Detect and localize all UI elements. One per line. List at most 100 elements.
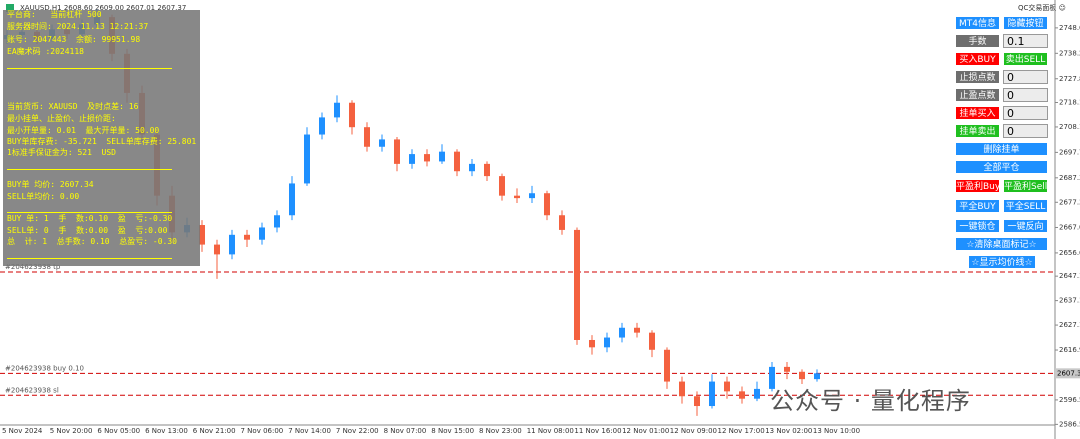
panel-rule — [7, 68, 172, 69]
current-price-box — [1055, 368, 1080, 379]
candle-body — [769, 366, 775, 389]
x-tick-label: 13 Nov 02:00 — [765, 427, 812, 435]
info-line: BUY单 均价: 2607.34 — [7, 180, 94, 189]
info-panel: 平台商: 当前杠杆 500 服务器时间: 2024.11.13 12:21:37 账… — [3, 10, 200, 266]
x-tick-label: 7 Nov 14:00 — [288, 427, 331, 435]
y-tick-label: 2647.10 — [1059, 272, 1080, 280]
candle-body — [319, 117, 325, 135]
candle-body — [814, 373, 820, 380]
input-field[interactable]: 0.1 — [1003, 34, 1048, 48]
candle-body — [604, 337, 610, 348]
candle-body — [199, 225, 205, 245]
candle-body — [649, 332, 655, 350]
candle-body — [724, 381, 730, 392]
button[interactable]: 平盈利Sell — [1003, 179, 1048, 193]
y-tick-label: 2627.10 — [1059, 321, 1080, 329]
candle-body — [484, 163, 490, 177]
candle-body — [784, 366, 790, 372]
button[interactable]: 平全SELL — [1003, 199, 1048, 213]
y-tick-label: 2687.30 — [1059, 174, 1080, 182]
button[interactable]: 手数 — [955, 34, 1000, 48]
x-tick-label: 5 Nov 2024 — [2, 427, 43, 435]
x-tick-label: 6 Nov 21:00 — [193, 427, 236, 435]
y-tick-label: 2727.80 — [1059, 75, 1080, 83]
candle-body — [799, 371, 805, 380]
candle-body — [424, 154, 430, 162]
candle-body — [694, 396, 700, 407]
input-field[interactable]: 0 — [1003, 88, 1048, 102]
order-line-label: #204623938 sl — [5, 386, 59, 394]
candle-body — [229, 234, 235, 255]
input-field[interactable]: 0 — [1003, 106, 1048, 120]
info-line: SELL单均价: 0.00 — [7, 192, 80, 201]
candle-body — [529, 193, 535, 199]
button[interactable]: 删除挂单 — [955, 142, 1048, 156]
candle-body — [454, 151, 460, 172]
button[interactable]: 卖出SELL — [1003, 52, 1048, 66]
input-field[interactable]: 0 — [1003, 70, 1048, 84]
panel-rule — [7, 258, 172, 259]
button[interactable]: ☆显示均价线☆ — [968, 255, 1036, 269]
panel-rule — [7, 169, 172, 170]
candle-body — [709, 381, 715, 407]
y-tick-label: 2637.10 — [1059, 297, 1080, 305]
x-tick-label: 6 Nov 05:00 — [97, 427, 140, 435]
candle-body — [739, 391, 745, 399]
info-line: 最小挂单、止盈价、止损价距: — [7, 114, 116, 123]
button[interactable]: 一键反向 — [1003, 219, 1048, 233]
y-tick-label: 2616.90 — [1059, 346, 1080, 354]
candle-body — [619, 327, 625, 338]
panel-name: QC交易面板 ☺ — [1018, 3, 1066, 12]
candle-body — [664, 349, 670, 382]
button[interactable]: 隐藏按钮 — [1003, 16, 1048, 30]
candle-body — [754, 388, 760, 399]
button[interactable]: 买入BUY — [955, 52, 1000, 66]
candle-body — [544, 193, 550, 216]
button[interactable]: 止损点数 — [955, 70, 1000, 84]
button[interactable]: 挂单买入 — [955, 106, 1000, 120]
info-line: 当前货币: XAUUSD 及时点差: 16 — [7, 102, 139, 111]
x-tick-label: 6 Nov 13:00 — [145, 427, 188, 435]
x-tick-label: 8 Nov 15:00 — [431, 427, 474, 435]
candle-body — [364, 127, 370, 147]
candle-body — [589, 339, 595, 348]
current-price-label: 2607.37 — [1057, 369, 1080, 377]
y-tick-label: 2748.60 — [1059, 24, 1080, 32]
watermark: 公众号 · 量化程序 — [770, 387, 971, 415]
candle-body — [574, 229, 580, 340]
order-line-label: #204623938 tp — [5, 263, 61, 271]
button[interactable]: ☆清除桌面标记☆ — [955, 237, 1048, 251]
candle-body — [259, 227, 265, 240]
order-line-label: #204623938 buy 0.10 — [5, 364, 84, 372]
button[interactable]: 平全BUY — [955, 199, 1000, 213]
button[interactable]: 挂单卖出 — [955, 124, 1000, 138]
button[interactable]: 平盈利Buy — [955, 179, 1000, 193]
candle-body — [289, 183, 295, 216]
candle-body — [559, 215, 565, 230]
candle-body — [274, 215, 280, 228]
x-tick-label: 12 Nov 17:00 — [718, 427, 765, 435]
candle-body — [394, 139, 400, 164]
x-tick-label: 7 Nov 06:00 — [241, 427, 284, 435]
button[interactable]: 全部平仓 — [955, 160, 1048, 174]
y-tick-label: 2667.00 — [1059, 223, 1080, 231]
candle-body — [214, 244, 220, 255]
y-tick-label: 2656.60 — [1059, 249, 1080, 257]
candle-body — [634, 327, 640, 333]
x-tick-label: 12 Nov 01:00 — [622, 427, 669, 435]
candle-body — [304, 134, 310, 184]
button[interactable]: 一键锁仓 — [955, 219, 1000, 233]
button[interactable]: 止盈点数 — [955, 88, 1000, 102]
x-tick-label: 11 Nov 16:00 — [574, 427, 621, 435]
x-tick-label: 7 Nov 22:00 — [336, 427, 379, 435]
y-tick-label: 2697.70 — [1059, 148, 1080, 156]
x-tick-label: 5 Nov 20:00 — [50, 427, 93, 435]
input-field[interactable]: 0 — [1003, 124, 1048, 138]
y-tick-label: 2677.30 — [1059, 198, 1080, 206]
x-tick-label: 8 Nov 07:00 — [384, 427, 427, 435]
button[interactable]: MT4信息 — [955, 16, 1000, 30]
x-tick-label: 12 Nov 09:00 — [670, 427, 717, 435]
x-tick-label: 11 Nov 08:00 — [527, 427, 574, 435]
info-line: 1标准手保证金为: 521 USD — [7, 148, 116, 157]
